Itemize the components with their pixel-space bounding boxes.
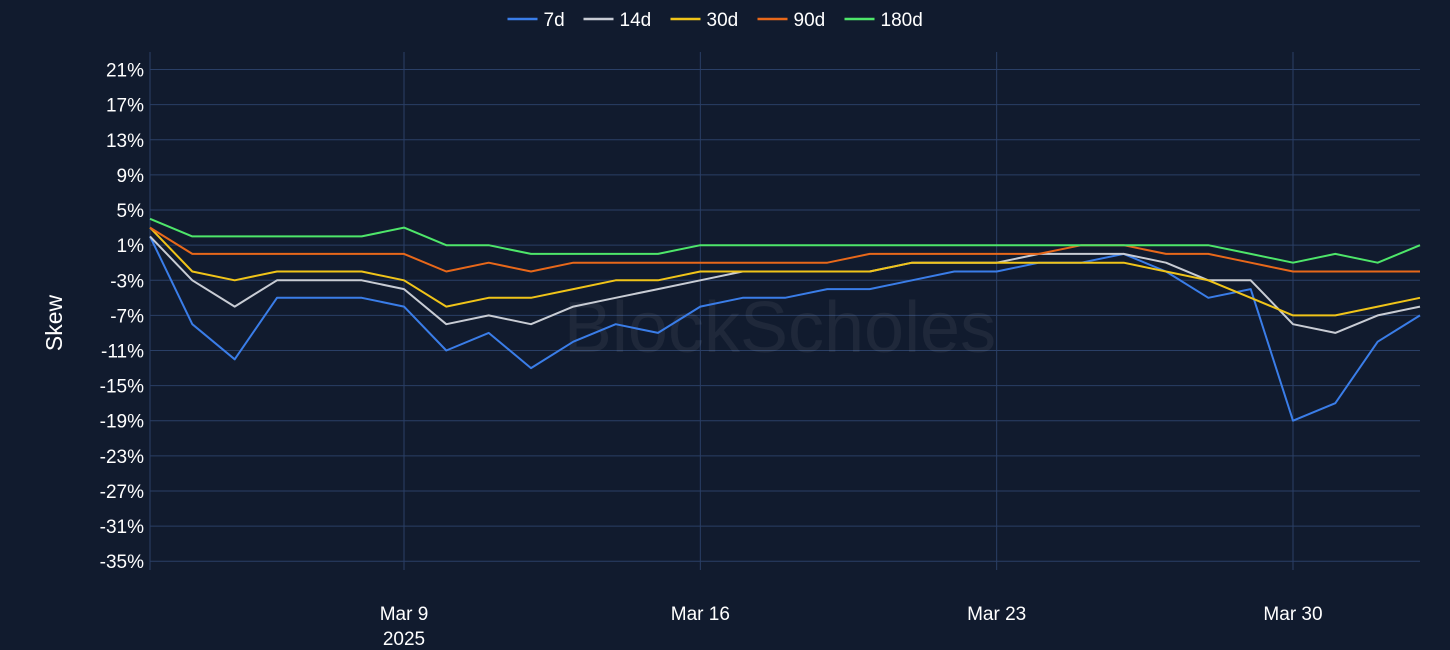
y-tick-label: 21% [106, 61, 144, 82]
y-axis-title: Skew [41, 294, 67, 351]
y-tick-label: -3% [110, 271, 144, 292]
legend-label: 180d [881, 10, 923, 31]
x-tick-label: Mar 16 [671, 604, 730, 625]
legend-label: 7d [544, 10, 565, 31]
y-axis: 21% 17% 13% 9% 5% 1% -3% -7% -11% -15% -19% -23% -27… [100, 61, 144, 574]
y-tick-label: -19% [100, 412, 144, 433]
y-tick-label: -15% [100, 377, 144, 398]
series-line-7d [149, 235, 1421, 422]
legend-item-14d[interactable]: 14d [583, 10, 652, 31]
watermark: BlockScholes [564, 288, 996, 368]
legend-label: 90d [794, 10, 826, 31]
legend: 7d 14d 30d 90d 180d [507, 10, 923, 31]
legend-label: 30d [707, 10, 739, 31]
y-tick-label: -11% [101, 342, 144, 363]
series-line-180d [149, 217, 1421, 264]
y-tick-label: -27% [100, 482, 144, 503]
y-tick-label: 9% [117, 166, 145, 187]
x-axis: Mar 9 2025 Mar 16 Mar 23 Mar 30 [380, 604, 1323, 650]
legend-item-7d[interactable]: 7d [507, 10, 565, 31]
x-tick-label: Mar 9 [380, 604, 429, 625]
series-line-30d [149, 226, 1421, 317]
series-line-90d [149, 226, 1420, 273]
x-tick-year-label: 2025 [383, 629, 425, 650]
legend-label: 14d [620, 10, 652, 31]
x-tick-label: Mar 23 [967, 604, 1026, 625]
y-tick-label: 17% [106, 96, 144, 117]
y-tick-label: -35% [100, 552, 144, 573]
series-lines [149, 217, 1421, 422]
y-tick-label: -31% [100, 517, 144, 538]
y-tick-label: 13% [106, 131, 144, 152]
y-tick-label: -7% [110, 306, 144, 327]
y-tick-label: 5% [117, 201, 145, 222]
legend-item-30d[interactable]: 30d [670, 10, 739, 31]
legend-item-180d[interactable]: 180d [844, 10, 923, 31]
y-tick-label: -23% [100, 447, 144, 468]
grid [149, 52, 1420, 570]
y-tick-label: 1% [117, 236, 145, 257]
x-tick-label: Mar 30 [1263, 604, 1322, 625]
legend-item-90d[interactable]: 90d [757, 10, 826, 31]
